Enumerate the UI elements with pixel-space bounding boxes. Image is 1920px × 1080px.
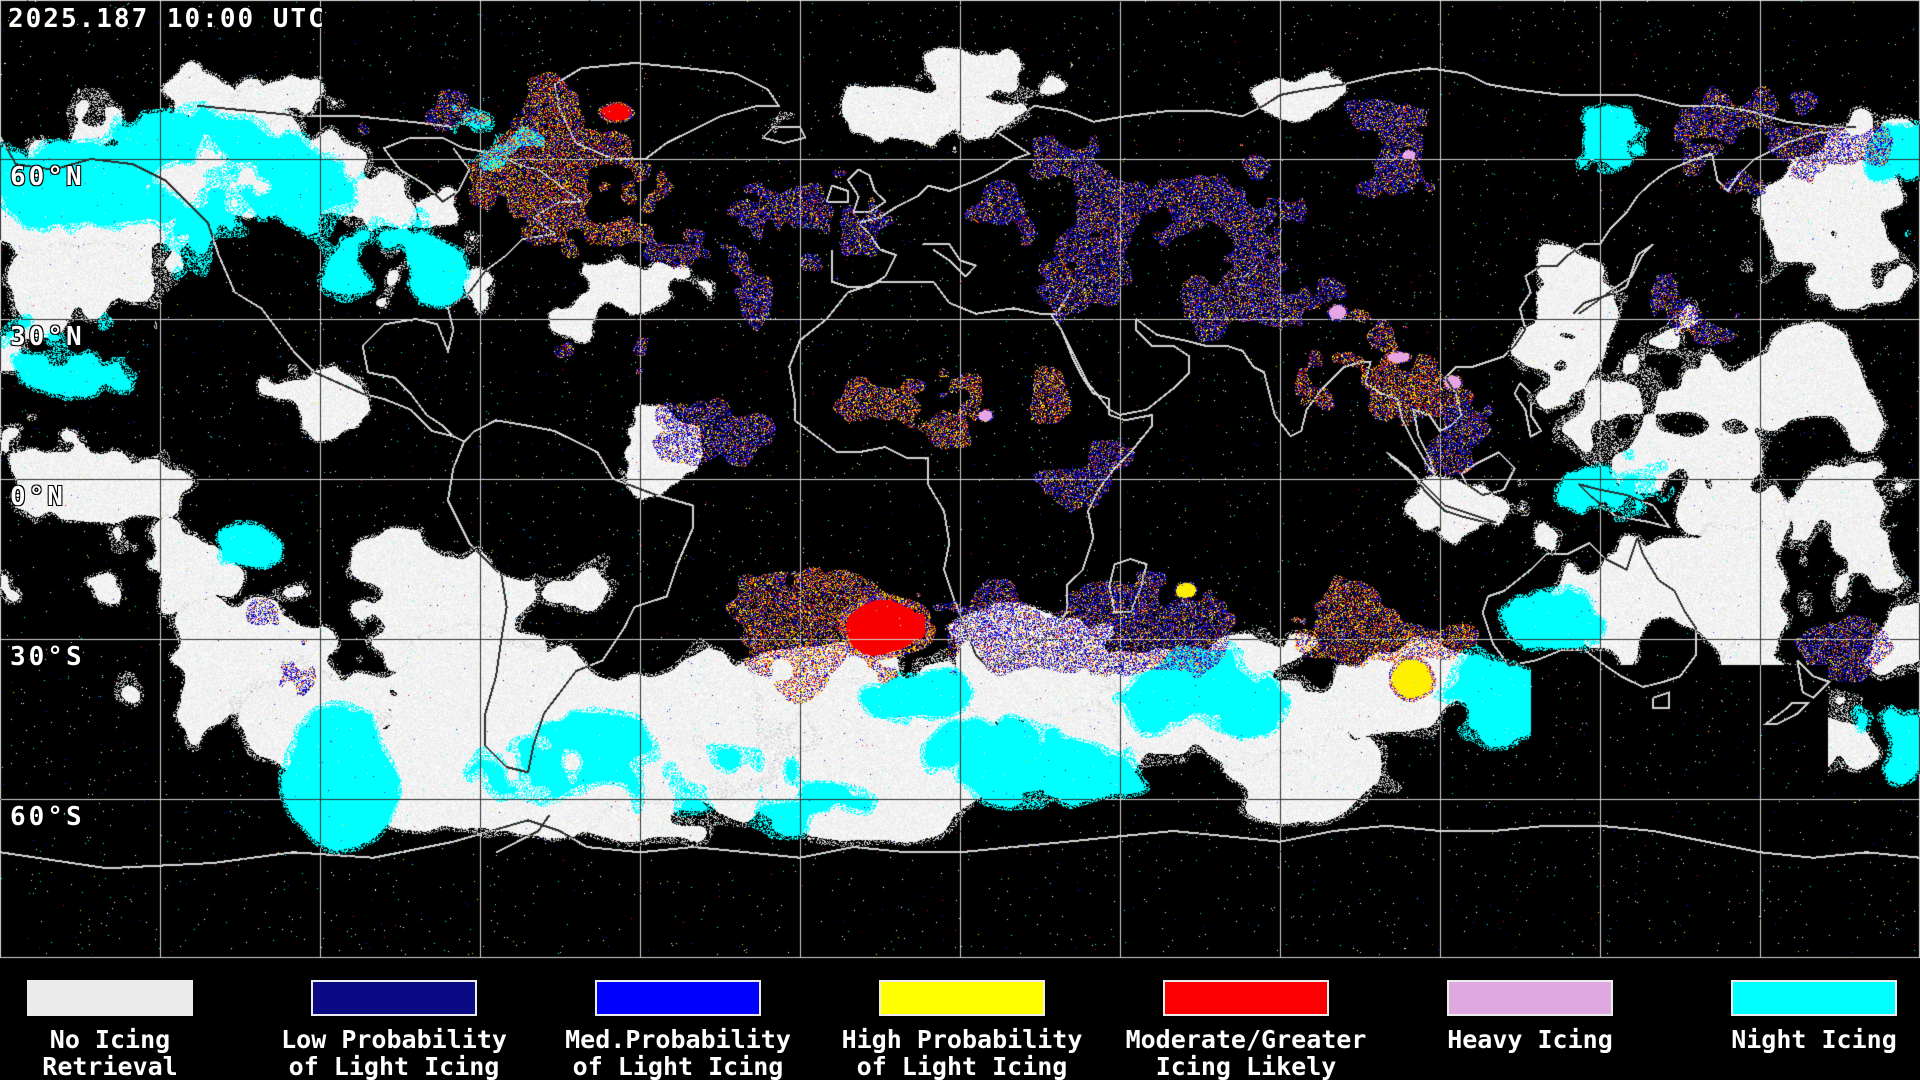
legend-label-no-icing-retrieval: No Icing Retrieval: [42, 1025, 178, 1080]
lat-label-0N: 0°N: [10, 482, 66, 512]
legend-label-high-prob-light-icing: High Probability of Light Icing: [841, 1025, 1083, 1080]
legend-item-moderate-greater-icing: Moderate/Greater Icing Likely: [1096, 960, 1396, 1080]
lat-label-30N: 30°N: [10, 322, 85, 352]
lat-label-60N: 60°N: [10, 162, 85, 192]
legend-item-no-icing-retrieval: No Icing Retrieval: [0, 960, 260, 1080]
legend-label-low-prob-light-icing: Low Probability of Light Icing: [281, 1025, 507, 1080]
legend-swatch-moderate-greater-icing: [1163, 980, 1329, 1016]
world-map-canvas: [0, 0, 1920, 960]
legend-swatch-night-icing: [1731, 980, 1897, 1016]
lat-label-60S: 60°S: [10, 802, 85, 832]
legend-item-night-icing: Night Icing: [1664, 960, 1920, 1053]
legend-item-low-prob-light-icing: Low Probability of Light Icing: [244, 960, 544, 1080]
legend-label-heavy-icing: Heavy Icing: [1447, 1025, 1613, 1054]
legend-swatch-low-prob-light-icing: [311, 980, 477, 1016]
legend-item-heavy-icing: Heavy Icing: [1380, 960, 1680, 1053]
legend: No Icing Retrieval Low Probability of Lig…: [0, 960, 1920, 1080]
legend-swatch-med-prob-light-icing: [595, 980, 761, 1016]
world-map: 2025.187 10:00 UTC 60°N 30°N 0°N 30°S 60°S: [0, 0, 1920, 960]
legend-swatch-high-prob-light-icing: [879, 980, 1045, 1016]
lat-label-30S: 30°S: [10, 642, 85, 672]
legend-label-med-prob-light-icing: Med.Probability of Light Icing: [565, 1025, 791, 1080]
timestamp: 2025.187 10:00 UTC: [8, 4, 326, 34]
legend-swatch-heavy-icing: [1447, 980, 1613, 1016]
legend-item-high-prob-light-icing: High Probability of Light Icing: [812, 960, 1112, 1080]
legend-label-moderate-greater-icing: Moderate/Greater Icing Likely: [1125, 1025, 1367, 1080]
legend-swatch-no-icing-retrieval: [27, 980, 193, 1016]
legend-item-med-prob-light-icing: Med.Probability of Light Icing: [528, 960, 828, 1080]
legend-label-night-icing: Night Icing: [1731, 1025, 1897, 1054]
